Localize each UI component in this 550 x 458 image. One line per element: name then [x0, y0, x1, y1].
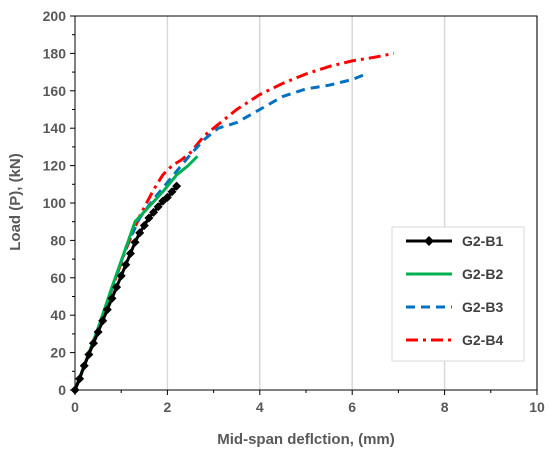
data-point-g2-b1	[116, 271, 126, 281]
data-point-g2-b1	[84, 349, 94, 359]
data-point-g2-b1	[70, 385, 80, 395]
data-point-g2-b1	[167, 187, 177, 197]
y-tick-label: 60	[50, 270, 66, 286]
data-point-g2-b1	[139, 220, 149, 230]
legend-marker-g2-b1	[424, 236, 434, 246]
y-tick-label: 40	[50, 307, 66, 323]
data-point-g2-b1	[107, 293, 117, 303]
x-tick-label: 4	[256, 399, 264, 415]
data-point-g2-b1	[75, 374, 85, 384]
data-point-g2-b1	[135, 228, 145, 238]
series-line-g2-b4	[73, 51, 395, 391]
data-point-g2-b1	[121, 260, 131, 270]
axes	[70, 15, 538, 395]
series-line-g2-b1	[73, 185, 178, 391]
data-point-g2-b1	[98, 316, 108, 326]
y-tick-label: 160	[43, 83, 67, 99]
series-line-g2-b3	[73, 72, 367, 391]
data-point-g2-b1	[144, 213, 154, 223]
y-axis-title: Load (P), (kN)	[7, 153, 24, 251]
data-point-g2-b1	[88, 338, 98, 348]
data-point-g2-b1	[149, 207, 159, 217]
x-tick-label: 2	[164, 399, 172, 415]
x-tick-label: 0	[71, 399, 79, 415]
data-point-g2-b1	[172, 181, 182, 191]
y-tick-label: 0	[58, 382, 66, 398]
data-point-g2-b1	[102, 305, 112, 315]
data-point-g2-b1	[162, 192, 172, 202]
tick-labels: 0 20 40 60 80 100 120 140 160 180 200 0 2 4 6 8 10	[43, 8, 545, 415]
x-tick-label: 10	[529, 399, 545, 415]
y-tick-label: 180	[43, 45, 67, 61]
y-tick-label: 140	[43, 120, 67, 136]
series-lines	[70, 51, 395, 395]
data-point-g2-b1	[79, 361, 89, 371]
y-tick-label: 120	[43, 158, 67, 174]
x-axis-title: Mid-span deflction, (mm)	[217, 431, 395, 448]
legend: G2-B1 G2-B2 G2-B3 G2-B4	[391, 226, 525, 362]
x-tick-label: 6	[348, 399, 356, 415]
legend-label-g2-b3: G2-B3	[462, 299, 503, 315]
data-point-g2-b1	[125, 248, 135, 258]
y-tick-label: 80	[50, 232, 66, 248]
y-tick-label: 100	[43, 195, 67, 211]
data-point-g2-b1	[153, 202, 163, 212]
legend-label-g2-b4: G2-B4	[462, 332, 503, 348]
legend-label-g2-b1: G2-B1	[462, 233, 503, 249]
y-tick-label: 200	[43, 8, 67, 24]
data-point-g2-b1	[93, 327, 103, 337]
data-point-g2-b1	[112, 282, 122, 292]
series-line-g2-b2	[73, 155, 199, 391]
x-tick-label: 8	[441, 399, 449, 415]
y-tick-label: 20	[50, 345, 66, 361]
legend-label-g2-b2: G2-B2	[462, 266, 503, 282]
data-point-g2-b1	[130, 237, 140, 247]
